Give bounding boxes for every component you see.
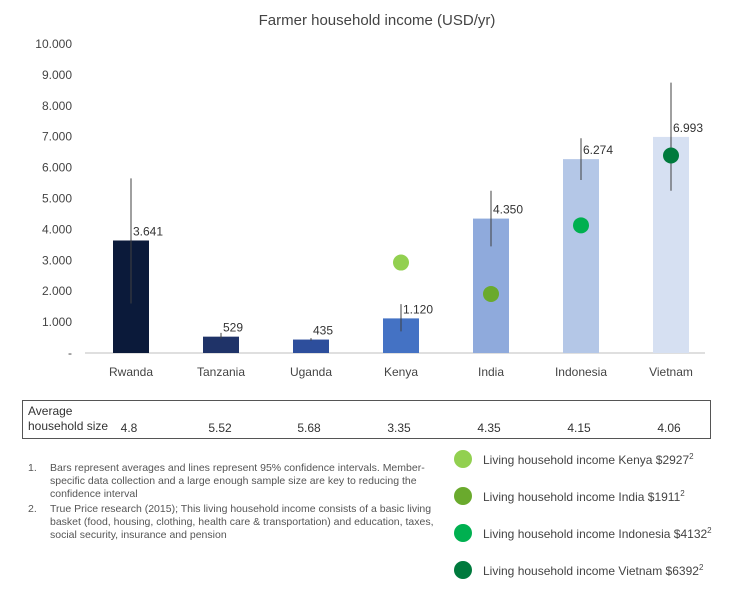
footnote-text: True Price research (2015); This living … [50, 503, 434, 541]
legend-label-text: Living household income India $1911 [483, 490, 681, 504]
legend: Living household income Kenya $29272 Liv… [452, 450, 747, 598]
living-income-markers [393, 147, 679, 302]
y-tick-label: 6.000 [42, 161, 72, 175]
chart-title: Farmer household income (USD/yr) [259, 12, 496, 29]
income-chart: Farmer household income (USD/yr) - 1.000 2… [35, 12, 705, 379]
household-size-title: Average household size [28, 404, 109, 433]
y-axis: - 1.000 2.000 3.000 4.000 5.000 6.000 7.000 8.00… [35, 37, 72, 360]
legend-footnote-ref: 2 [707, 526, 712, 535]
footnote-item: 1. Bars represent averages and lines repr… [28, 462, 448, 501]
legend-label-text: Living household income Indonesia $4132 [483, 527, 708, 541]
household-size-tanzania: 5.52 [208, 421, 232, 435]
footnote-number: 2. [28, 503, 37, 515]
data-label-indonesia: 6.274 [583, 143, 613, 157]
data-labels-group: 3.641 529 435 1.120 4.350 6.274 6.993 [133, 121, 703, 338]
legend-dot-icon [454, 450, 472, 468]
y-tick-label: 2.000 [42, 284, 72, 298]
category-label-rwanda: Rwanda [109, 365, 153, 379]
legend-item-vietnam: Living household income Vietnam $63922 [452, 561, 747, 598]
household-size-table: Average household size 4.8 5.52 5.68 3.3… [22, 400, 711, 439]
data-label-vietnam: 6.993 [673, 121, 703, 135]
legend-dot-icon [454, 487, 472, 505]
data-label-kenya: 1.120 [403, 302, 433, 316]
error-bars-group [130, 82, 672, 341]
data-label-tanzania: 529 [223, 321, 243, 335]
category-label-tanzania: Tanzania [197, 365, 245, 379]
legend-item-kenya: Living household income Kenya $29272 [452, 450, 747, 487]
category-label-india: India [478, 365, 504, 379]
y-tick-label: 10.000 [35, 37, 72, 51]
y-tick-label: - [68, 346, 72, 360]
y-tick-label: 1.000 [42, 315, 72, 329]
legend-label: Living household income Indonesia $41322 [483, 526, 712, 541]
household-size-uganda: 5.68 [297, 421, 321, 435]
data-label-uganda: 435 [313, 324, 333, 338]
legend-label-text: Living household income Vietnam $6392 [483, 564, 699, 578]
legend-item-india: Living household income India $19112 [452, 487, 747, 524]
category-label-uganda: Uganda [290, 365, 332, 379]
y-tick-label: 8.000 [42, 99, 72, 113]
living-income-marker-vietnam [663, 147, 679, 164]
bar-tanzania [203, 336, 239, 353]
bar-indonesia [563, 159, 599, 353]
category-label-kenya: Kenya [384, 365, 418, 379]
category-label-indonesia: Indonesia [555, 365, 607, 379]
data-label-india: 4.350 [493, 203, 523, 217]
category-label-vietnam: Vietnam [649, 365, 693, 379]
legend-footnote-ref: 2 [698, 563, 704, 572]
household-size-indonesia: 4.15 [567, 421, 591, 435]
y-tick-label: 4.000 [42, 222, 72, 236]
legend-dot-icon [454, 524, 472, 542]
household-size-vietnam: 4.06 [657, 421, 681, 435]
living-income-marker-india [483, 285, 499, 302]
y-tick-label: 5.000 [42, 192, 72, 206]
living-income-marker-kenya [393, 254, 409, 271]
legend-item-indonesia: Living household income Indonesia $41322 [452, 524, 747, 561]
y-tick-label: 9.000 [42, 68, 72, 82]
category-labels-group: Rwanda Tanzania Uganda Kenya India Indonesia V… [109, 365, 693, 379]
y-tick-label: 3.000 [42, 253, 72, 267]
household-size-india: 4.35 [477, 421, 501, 435]
legend-dot-icon [454, 561, 472, 579]
legend-label-text: Living household income Kenya $2927 [483, 453, 690, 467]
footnote-item: 2. True Price research (2015); This livin… [28, 503, 448, 542]
footnotes: 1. Bars represent averages and lines repr… [28, 462, 448, 544]
footnote-number: 1. [28, 462, 37, 474]
legend-footnote-ref: 2 [680, 489, 685, 498]
household-size-kenya: 3.35 [387, 421, 411, 435]
legend-footnote-ref: 2 [689, 452, 694, 461]
bar-uganda [293, 339, 329, 353]
data-label-rwanda: 3.641 [133, 224, 163, 238]
legend-label: Living household income India $19112 [483, 489, 685, 504]
footnote-text: Bars represent averages and lines repres… [50, 462, 425, 500]
household-size-rwanda: 4.8 [120, 421, 138, 435]
living-income-marker-indonesia [573, 217, 589, 234]
legend-label: Living household income Kenya $29272 [483, 452, 694, 467]
legend-label: Living household income Vietnam $63922 [483, 563, 703, 578]
y-tick-label: 7.000 [42, 130, 72, 144]
